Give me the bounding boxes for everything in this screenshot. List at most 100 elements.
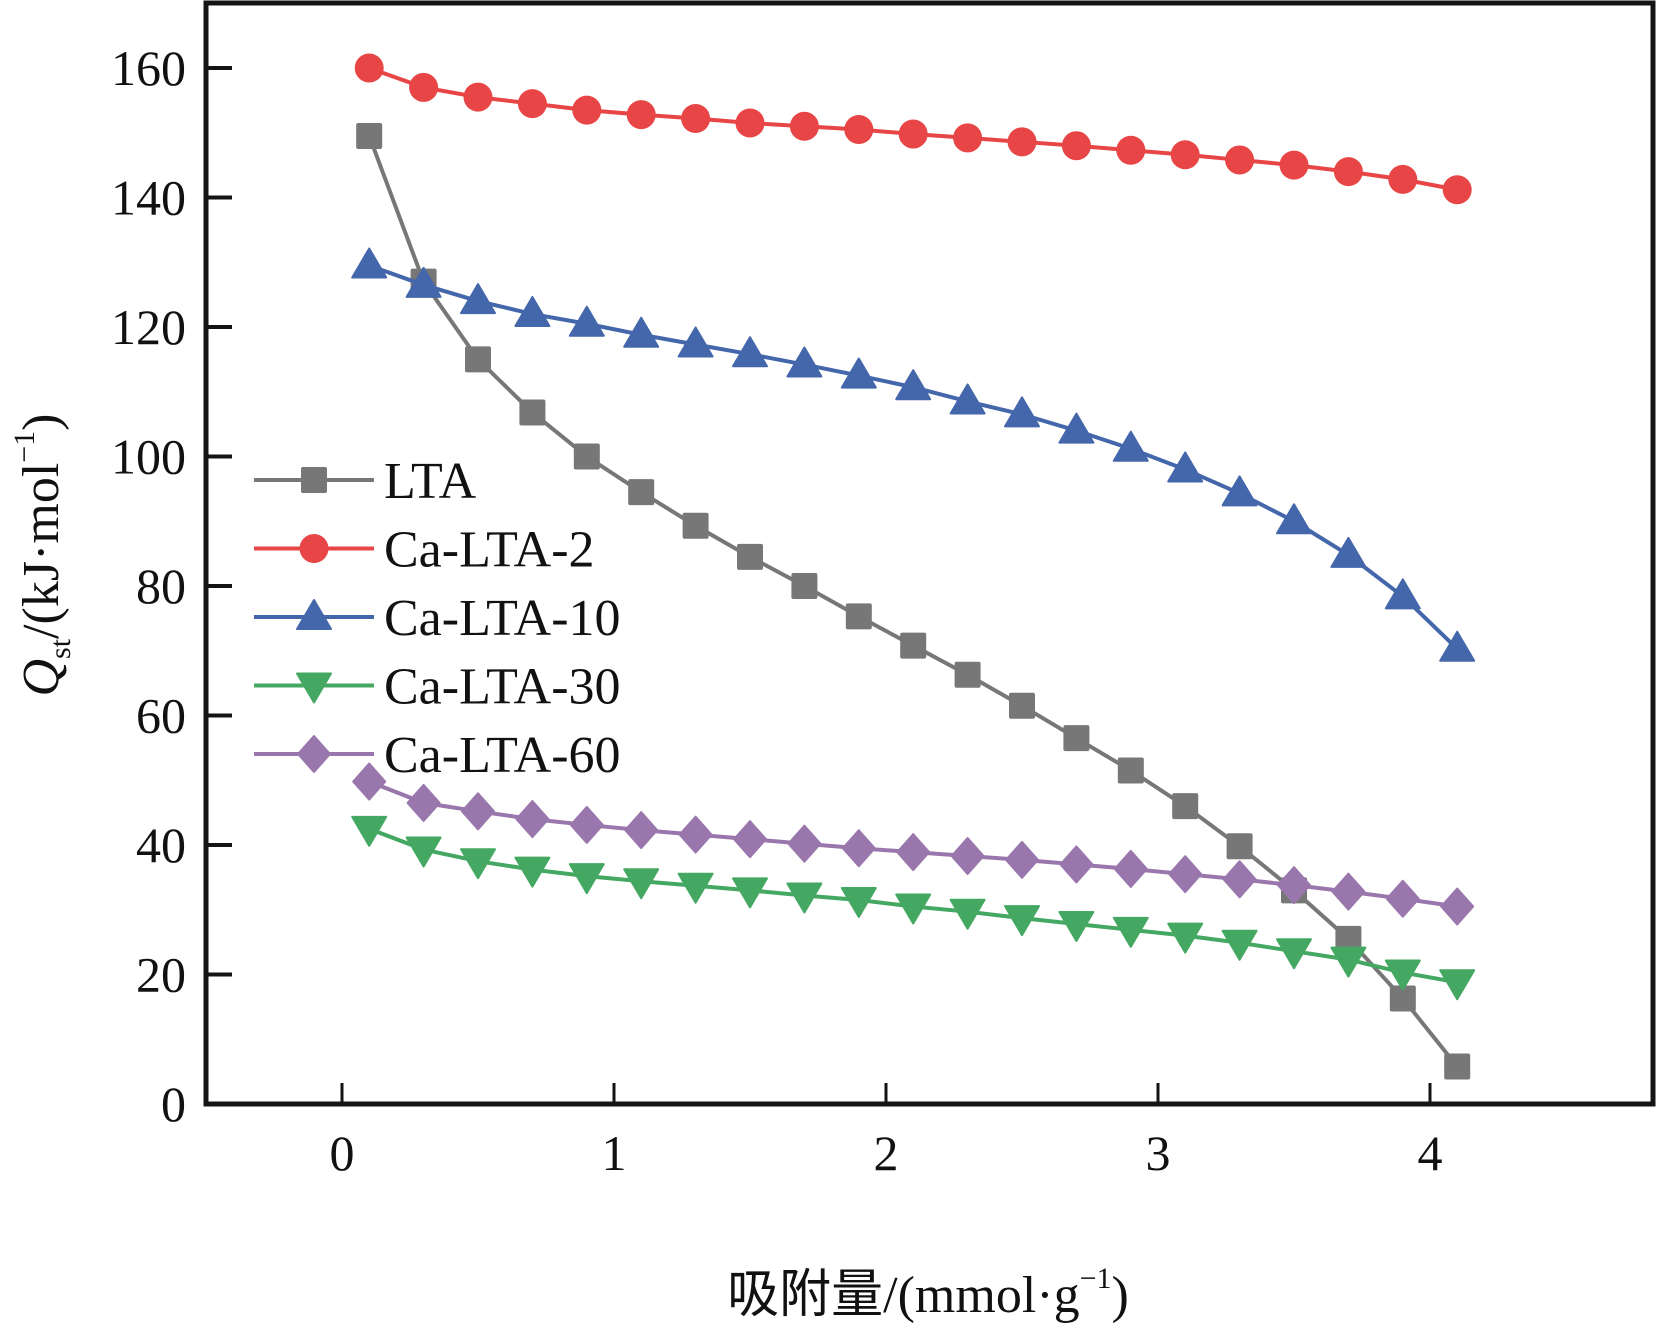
data-point-ca-lta-2-3 [517,89,547,119]
data-point-ca-lta-2-1 [409,72,439,102]
data-point-ca-lta-30-5 [623,868,660,900]
data-point-ca-lta-30-3 [514,856,551,888]
data-point-ca-lta-60-13 [1059,845,1094,884]
y-axis-ticks: 0 20 40 60 80 100 120 140 160 [111,40,232,1132]
x-tick-label-4: 4 [1418,1125,1443,1181]
data-point-ca-lta-60-14 [1113,849,1148,888]
x-axis-title: 吸附量/(mmol·g−1) [727,1262,1129,1324]
data-point-ca-lta-60-7 [733,820,767,859]
data-point-ca-lta-2-11 [953,123,983,153]
data-point-ca-lta-10-12 [1004,396,1040,428]
data-point-lta-5 [628,479,655,506]
data-point-ca-lta-30-20 [1439,969,1476,1001]
data-point-lta-6 [682,512,709,539]
data-point-ca-lta-10-17 [1276,503,1312,535]
data-point-ca-lta-2-5 [626,100,656,130]
series-ca-lta-30 [351,815,1476,1001]
data-point-ca-lta-10-20 [1439,630,1476,662]
y-axis-title-sub: st [44,638,77,659]
data-point-ca-lta-10-18 [1330,536,1367,568]
data-point-lta-10 [900,632,927,659]
data-point-ca-lta-10-9 [840,357,877,389]
x-axis-title-main: 吸附量/(mmol·g [727,1267,1079,1324]
y-tick-label-60: 60 [136,688,186,744]
data-point-lta-7 [737,543,763,570]
data-point-ca-lta-10-4 [568,305,605,337]
data-point-lta-15 [1172,793,1199,820]
y-tick-label-0: 0 [161,1076,186,1132]
y-tick-label-40: 40 [136,817,186,873]
data-point-ca-lta-10-15 [1167,451,1204,483]
data-point-ca-lta-60-5 [624,811,659,850]
data-point-ca-lta-10-19 [1384,578,1421,610]
y-tick-label-120: 120 [111,299,186,355]
data-point-lta-11 [954,661,981,688]
y-axis-title-sup: −1 [8,431,41,463]
data-point-ca-lta-2-8 [789,111,819,141]
data-point-lta-3 [519,399,546,426]
y-tick-label-140: 140 [111,170,186,226]
data-point-lta-18 [1335,925,1362,952]
data-point-ca-lta-30-10 [895,893,932,925]
y-tick-label-20: 20 [136,947,186,1003]
data-point-ca-lta-10-1 [405,266,442,298]
data-point-ca-lta-60-1 [406,783,441,822]
data-point-ca-lta-2-4 [572,95,602,125]
y-axis-title: Qst/(kJ·mol−1) [8,413,77,696]
legend-item-ca-lta-30: Ca-LTA-30 [254,659,621,716]
data-point-ca-lta-10-13 [1058,412,1095,444]
data-point-ca-lta-2-10 [898,119,928,149]
data-point-ca-lta-10-3 [514,296,551,328]
data-point-ca-lta-10-2 [460,283,496,315]
data-point-ca-lta-30-15 [1167,922,1204,954]
data-point-ca-lta-10-11 [949,383,986,415]
data-point-ca-lta-60-3 [515,800,550,839]
data-point-ca-lta-30-19 [1384,959,1421,991]
data-point-ca-lta-30-13 [1058,910,1095,942]
data-point-ca-lta-30-1 [405,836,442,868]
legend-item-ca-lta-60: Ca-LTA-60 [254,727,621,784]
data-point-ca-lta-60-2 [461,792,495,831]
legend-marker-lta [301,467,327,493]
y-tick-label-160: 160 [111,40,186,96]
series-ca-lta-10 [351,247,1476,662]
series-ca-lta-60 [352,762,1475,926]
x-axis-title-sup: −1 [1080,1262,1112,1295]
y-tick-label-100: 100 [111,429,186,485]
data-point-ca-lta-2-15 [1170,140,1200,170]
legend-label-ca-lta-2: Ca-LTA-2 [384,522,595,579]
data-point-ca-lta-2-19 [1388,164,1418,194]
data-point-ca-lta-30-17 [1276,938,1312,970]
data-point-ca-lta-30-9 [840,887,877,919]
data-point-lta-8 [791,573,818,599]
data-point-ca-lta-60-0 [352,762,387,801]
data-point-ca-lta-30-11 [949,898,986,930]
data-point-ca-lta-2-6 [681,104,711,134]
legend-label-ca-lta-60: Ca-LTA-60 [384,727,621,784]
data-point-ca-lta-60-15 [1168,855,1203,894]
data-point-ca-lta-10-7 [732,336,768,368]
data-point-ca-lta-10-8 [786,346,823,378]
data-point-ca-lta-2-16 [1225,145,1255,175]
data-point-lta-9 [845,603,872,630]
data-point-ca-lta-10-5 [623,316,660,348]
data-point-ca-lta-30-4 [568,863,605,895]
legend-label-ca-lta-10: Ca-LTA-10 [384,590,621,647]
data-point-ca-lta-2-12 [1007,127,1037,157]
data-point-ca-lta-2-20 [1442,175,1472,205]
data-point-lta-12 [1009,692,1035,719]
data-point-ca-lta-60-11 [950,837,985,876]
x-tick-label-2: 2 [874,1125,899,1181]
data-point-ca-lta-30-18 [1330,946,1367,978]
data-point-ca-lta-60-18 [1331,872,1366,911]
data-point-ca-lta-60-12 [1005,840,1039,879]
x-axis-ticks: 0 1 2 3 4 [330,1083,1443,1181]
data-point-ca-lta-2-18 [1333,157,1363,187]
data-point-ca-lta-30-16 [1221,929,1258,961]
data-point-ca-lta-60-6 [678,815,713,854]
legend-marker-ca-lta-60 [297,735,331,773]
y-tick-label-80: 80 [136,558,186,614]
data-point-ca-lta-10-0 [351,247,388,279]
series-layer [351,53,1476,1080]
